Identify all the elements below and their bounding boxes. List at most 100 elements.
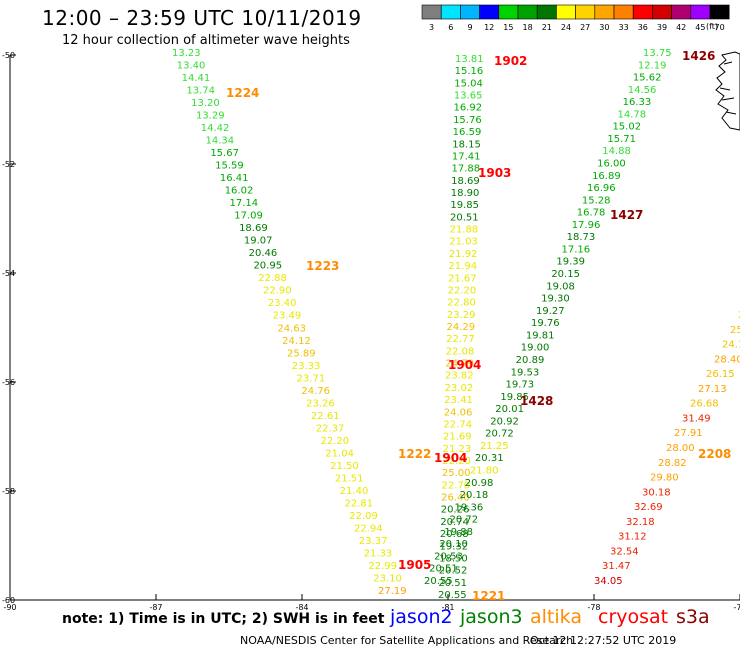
colorbar-unit: (ft) [706,22,719,31]
wave-height-value: 15.76 [453,115,482,126]
wave-height-value: 13.20 [191,98,220,109]
colorbar-tick-label: 18 [523,23,533,32]
colorbar-tick-label: 27 [580,23,590,32]
coastline-outline [715,51,740,131]
wave-height-value: 13.75 [643,48,672,59]
wave-height-value: 21.51 [335,473,364,484]
wave-height-value: 32.54 [610,546,639,557]
wave-height-value: 22.99 [368,561,397,572]
wave-height-value: 15.16 [455,66,484,77]
colorbar-swatch [460,4,480,20]
colorbar-tick-label: 9 [467,23,472,32]
wave-height-value: 13.65 [454,91,483,102]
wave-height-value: 20.18 [460,490,489,501]
wave-height-value: 20.10 [439,539,468,550]
wave-height-value: 20.72 [449,515,478,526]
legend-altika: altika [530,606,582,628]
wave-height-value: 23.37 [359,536,388,547]
wave-height-value: 31.49 [682,413,711,424]
wave-height-value: 25.00 [442,468,471,479]
wave-height-value: 15.62 [633,73,662,84]
wave-height-value: 20.15 [551,269,580,280]
x-tick-label: -75 [733,603,740,612]
wave-height-value: 16.02 [225,186,254,197]
wave-height-value: 26.40 [441,493,470,504]
wave-height-value: 19.07 [244,236,273,247]
wave-height-value: 32.18 [626,517,655,528]
wave-height-value: 17.88 [452,164,481,175]
wave-height-value: 18.50 [439,553,468,564]
wave-height-value: 14.78 [618,109,647,120]
wave-height-value: 20.51 [450,212,479,223]
wave-height-value: 18.90 [451,188,480,199]
wave-height-value: 24.63 [277,323,306,334]
track-labels: 1224 1223 1222 1221 1902 1903 1904 1904 1905 1426… [226,49,731,603]
colorbar-tick-label: 12 [484,23,494,32]
colorbar-tick-label: 39 [657,23,667,32]
wave-height-value: 23.82 [445,371,474,382]
wave-height-value: 16.89 [592,171,621,182]
wave-height-value: 18.69 [239,223,268,234]
footer-note: note: 1) Time is in UTC; 2) SWH is in fe… [62,611,385,627]
track-id-label: 2208 [698,447,731,461]
wave-height-value: 19.36 [455,502,484,513]
wave-height-value: 24.12 [282,336,311,347]
wave-height-value: 20.01 [495,404,524,415]
wave-height-value: 18.73 [567,232,596,243]
colorbar-tick-label: 30 [599,23,609,32]
wave-height-value: 25.7 [730,325,740,336]
wave-height-value: 14.42 [201,123,230,134]
colorbar-tick-label: 70 [715,23,725,32]
wave-height-value: 19.30 [541,294,570,305]
x-tick-label: -81 [441,603,454,612]
x-tick-label: -90 [3,603,16,612]
wave-height-value: 15.02 [612,122,641,133]
credit-organization: NOAA/NESDIS Center for Satellite Applica… [240,634,574,647]
y-tick-label: -56 [2,378,15,387]
colorbar-swatch [517,4,538,20]
colorbar-tick-label: 33 [619,23,629,32]
wave-height-value: 20.26 [441,505,470,516]
wave-height-value: 19.81 [526,330,555,341]
wave-height-value: 15.67 [210,148,239,159]
track-id-label: 1902 [494,54,527,68]
wave-height-value: 19.73 [505,380,534,391]
colorbar-swatch [613,4,634,20]
wave-height-value: 28.82 [658,458,687,469]
wave-height-value: 16.92 [453,103,482,114]
colorbar-swatch [594,4,615,20]
wave-height-value: 20.55 [438,590,467,601]
wave-height-value: 27.91 [674,428,703,439]
wave-height-value: 20.74 [440,517,469,528]
wave-height-value: 24.06 [444,407,473,418]
y-tick-label: -52 [2,160,15,169]
wave-height-value: 20.92 [490,416,519,427]
wave-height-value: 26.68 [690,399,719,410]
wave-height-value: 19.85 [450,200,479,211]
wave-height-value: 19.00 [521,343,550,354]
legend-s3a: s3a [676,606,710,628]
wave-height-value: 24.76 [301,386,330,397]
track-id-label: 1222 [398,447,431,461]
wave-height-value: 15.59 [215,161,244,172]
wave-height-value: 23.10 [373,573,402,584]
colorbar-swatch [536,4,557,20]
track-id-label: 1904 [448,358,481,372]
wave-height-value: 31.12 [618,532,647,543]
y-tick-label: -54 [2,269,15,278]
wave-height-value: 22.90 [263,286,292,297]
wave-height-value: 23.29 [447,310,476,321]
wave-height-value: 27.19 [378,586,407,597]
wave-height-value: 21.23 [443,444,472,455]
wave-height-value: 20.51 [438,578,467,589]
wave-height-value: 20.52 [439,566,468,577]
wave-height-value: 19.27 [536,306,565,317]
colorbar-tick-label: 36 [638,23,648,32]
colorbar-swatch [709,4,730,20]
track-id-label: 1427 [610,208,643,222]
x-tick-label: -87 [149,603,162,612]
wave-height-value: 15.71 [607,134,636,145]
wave-height-value: 15.04 [454,78,483,89]
wave-height-value: 28.40 [714,354,740,365]
colorbar-tick-label: 3 [429,23,434,32]
